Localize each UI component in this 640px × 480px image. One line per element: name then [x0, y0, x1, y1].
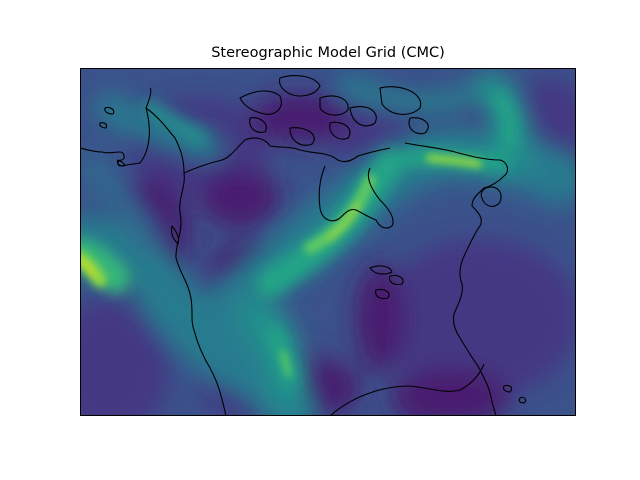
map-canvas	[80, 68, 576, 416]
chart-title: Stereographic Model Grid (CMC)	[211, 45, 445, 61]
coastline-hudson-bay	[318, 165, 394, 229]
coastline-great-lakes	[369, 265, 404, 300]
coastline-labrador	[404, 142, 509, 416]
coastline-gulf-of-mexico	[329, 363, 485, 416]
map-panel	[80, 68, 576, 416]
coastline-newfoundland	[480, 186, 502, 207]
coastline-bahamas	[502, 384, 527, 404]
map-border	[80, 68, 576, 416]
coastline-vancouver-island	[170, 225, 180, 245]
coastline-alaska-islands	[99, 106, 126, 167]
jet-stream-core	[80, 154, 482, 376]
coastline-arctic-mainland	[183, 137, 391, 174]
coastline-north-america-west	[80, 87, 227, 416]
coastline-arctic-islands	[239, 75, 429, 146]
coastlines	[80, 75, 527, 416]
